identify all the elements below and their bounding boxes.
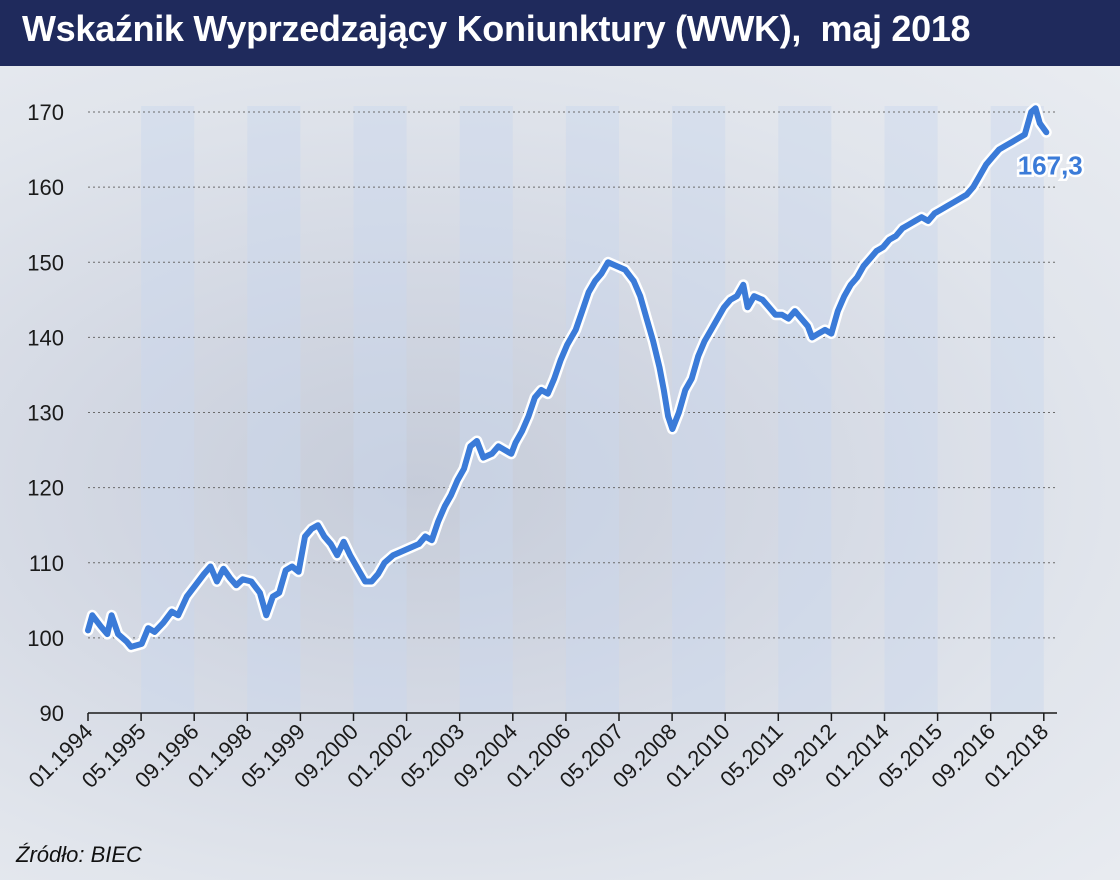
- column-stripe: [778, 106, 832, 713]
- x-axis: [87, 712, 1057, 721]
- column-stripe: [247, 106, 301, 713]
- y-tick-label: 150: [27, 250, 64, 275]
- source-note: Źródło: BIEC: [16, 842, 142, 867]
- y-tick-label: 90: [40, 701, 64, 726]
- title-bar: Wskaźnik Wyprzedzający Koniunktury (WWK)…: [0, 0, 1120, 66]
- x-axis-labels: 01.199405.199509.199601.199805.199909.20…: [24, 719, 1054, 793]
- column-stripe: [990, 106, 1044, 713]
- chart-title: Wskaźnik Wyprzedzający Koniunktury (WWK)…: [22, 8, 971, 49]
- line-chart: 90 100 110 120 130 140 150 160 170 01.199405.199…: [24, 100, 1086, 793]
- banknote-background: [0, 66, 1120, 880]
- y-tick-label: 120: [27, 476, 64, 501]
- y-tick-label: 100: [27, 626, 64, 651]
- column-stripes: [141, 106, 1044, 713]
- y-tick-label: 140: [27, 325, 64, 350]
- last-value-label: 167,3: [1018, 150, 1083, 180]
- column-stripe: [459, 106, 513, 713]
- series-wwk: [82, 102, 1052, 653]
- column-stripe: [884, 106, 938, 713]
- column-stripe: [565, 106, 619, 713]
- y-tick-label: 170: [27, 100, 64, 125]
- gridlines: [88, 111, 1057, 639]
- annotations: 167,3: [1015, 148, 1085, 183]
- series-line: [85, 105, 1050, 650]
- y-tick-label: 130: [27, 401, 64, 426]
- y-axis-labels: 90 100 110 120 130 140 150 160 170: [27, 100, 64, 726]
- y-tick-label: 160: [27, 175, 64, 200]
- column-stripe: [353, 106, 407, 713]
- y-tick-label: 110: [29, 551, 64, 576]
